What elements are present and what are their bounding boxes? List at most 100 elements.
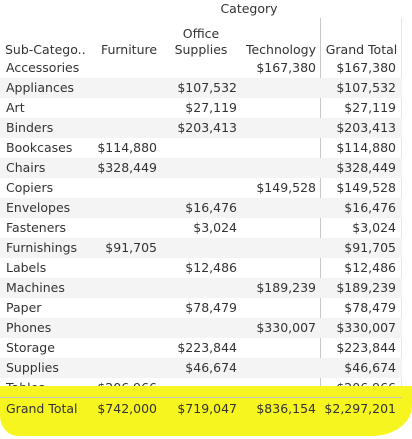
office-supplies-cell[interactable] <box>161 178 237 198</box>
grand-total-cell[interactable]: $46,674 <box>344 360 396 375</box>
subcategory-cell[interactable]: Paper <box>6 300 42 315</box>
office-supplies-cell[interactable]: $3,024 <box>193 220 237 235</box>
subcategory-cell[interactable]: Phones <box>6 320 52 335</box>
technology-cell[interactable] <box>241 118 316 138</box>
office-supplies-cell[interactable] <box>161 158 237 178</box>
technology-cell[interactable] <box>241 238 316 258</box>
technology-cell[interactable]: $330,007 <box>256 320 316 335</box>
furniture-cell[interactable] <box>97 318 157 338</box>
technology-cell[interactable]: $149,528 <box>256 180 316 195</box>
table-row: Storage $223,844 $223,844 <box>0 338 402 358</box>
table-row: Supplies $46,674 $46,674 <box>0 358 402 378</box>
subcategory-cell[interactable]: Envelopes <box>6 200 71 215</box>
table-row: Labels $12,486 $12,486 <box>0 258 402 278</box>
grand-total-cell[interactable]: $114,880 <box>336 140 396 155</box>
grand-total-cell[interactable]: $12,486 <box>344 260 396 275</box>
furniture-cell[interactable] <box>97 58 157 78</box>
column-header-subcategory[interactable]: Sub-Catego.. <box>5 42 86 57</box>
furniture-cell[interactable] <box>97 178 157 198</box>
grand-total-office-supplies[interactable]: $719,047 <box>177 401 237 416</box>
furniture-cell[interactable] <box>97 198 157 218</box>
technology-cell[interactable]: $189,239 <box>256 280 316 295</box>
office-supplies-cell[interactable]: $12,486 <box>185 260 237 275</box>
office-supplies-cell[interactable] <box>161 318 237 338</box>
technology-cell[interactable] <box>241 138 316 158</box>
technology-cell[interactable] <box>241 198 316 218</box>
subcategory-cell[interactable]: Accessories <box>6 60 80 75</box>
grand-total-cell[interactable]: $167,380 <box>336 60 396 75</box>
technology-cell[interactable] <box>241 298 316 318</box>
category-header[interactable]: Category <box>220 1 278 16</box>
grand-total-cell[interactable]: $16,476 <box>344 200 396 215</box>
subcategory-cell[interactable]: Supplies <box>6 360 59 375</box>
subcategory-cell[interactable]: Binders <box>6 120 54 135</box>
office-supplies-cell[interactable]: $223,844 <box>177 340 237 355</box>
grand-total-cell[interactable]: $223,844 <box>336 340 396 355</box>
technology-cell[interactable] <box>241 98 316 118</box>
technology-cell[interactable]: $167,380 <box>256 60 316 75</box>
office-supplies-cell[interactable]: $107,532 <box>177 80 237 95</box>
column-header-furniture[interactable]: Furniture <box>100 42 158 57</box>
furniture-cell[interactable] <box>97 78 157 98</box>
grand-total-cell[interactable]: $3,024 <box>352 220 396 235</box>
office-supplies-cell[interactable]: $78,479 <box>185 300 237 315</box>
office-supplies-cell[interactable]: $46,674 <box>185 360 237 375</box>
furniture-cell[interactable] <box>97 218 157 238</box>
grand-total-cell[interactable]: $149,528 <box>336 180 396 195</box>
office-supplies-cell[interactable]: $16,476 <box>185 200 237 215</box>
furniture-cell[interactable]: $114,880 <box>97 140 157 155</box>
office-supplies-cell[interactable] <box>161 238 237 258</box>
office-supplies-cell[interactable]: $27,119 <box>185 100 237 115</box>
furniture-cell[interactable] <box>97 258 157 278</box>
subcategory-cell[interactable]: Art <box>6 100 25 115</box>
technology-cell[interactable] <box>241 78 316 98</box>
grand-total-technology[interactable]: $836,154 <box>256 401 316 416</box>
grand-total-cell[interactable]: $27,119 <box>344 100 396 115</box>
grand-total-overall[interactable]: $2,297,201 <box>324 401 396 416</box>
table-row: Machines $189,239 $189,239 <box>0 278 402 298</box>
column-header-technology[interactable]: Technology <box>245 42 317 57</box>
office-supplies-line2: Supplies <box>174 42 228 57</box>
subcategory-cell[interactable]: Fasteners <box>6 220 67 235</box>
subcategory-cell[interactable]: Bookcases <box>6 140 73 155</box>
subcategory-cell[interactable]: Furnishings <box>6 240 78 255</box>
office-supplies-cell[interactable] <box>161 138 237 158</box>
grand-total-cell[interactable]: $330,007 <box>336 320 396 335</box>
grand-total-label[interactable]: Grand Total <box>6 401 78 416</box>
technology-cell[interactable] <box>241 218 316 238</box>
subcategory-cell[interactable]: Storage <box>6 340 55 355</box>
furniture-cell[interactable]: $328,449 <box>97 160 157 175</box>
furniture-cell[interactable] <box>97 298 157 318</box>
table-row: Art $27,119 $27,119 <box>0 98 402 118</box>
furniture-cell[interactable] <box>97 338 157 358</box>
grand-total-cell[interactable]: $107,532 <box>336 80 396 95</box>
subcategory-cell[interactable]: Chairs <box>6 160 46 175</box>
subcategory-cell[interactable]: Labels <box>6 260 47 275</box>
furniture-cell[interactable] <box>97 118 157 138</box>
grand-total-furniture[interactable]: $742,000 <box>97 401 157 416</box>
furniture-cell[interactable]: $91,705 <box>105 240 157 255</box>
column-header-office-supplies[interactable]: Office Supplies <box>161 22 241 58</box>
office-supplies-cell[interactable]: $203,413 <box>177 120 237 135</box>
table-row: Appliances $107,532 $107,532 <box>0 78 402 98</box>
grand-total-cell[interactable]: $328,449 <box>336 160 396 175</box>
technology-cell[interactable] <box>241 338 316 358</box>
table-row: Accessories $167,380 $167,380 <box>0 58 402 78</box>
subcategory-cell[interactable]: Machines <box>6 280 65 295</box>
subcategory-cell[interactable]: Copiers <box>6 180 54 195</box>
technology-cell[interactable] <box>241 158 316 178</box>
subcategory-cell[interactable]: Appliances <box>6 80 75 95</box>
office-supplies-cell[interactable] <box>161 278 237 298</box>
grand-total-cell[interactable]: $78,479 <box>344 300 396 315</box>
grand-total-cell[interactable]: $203,413 <box>336 120 396 135</box>
furniture-cell[interactable] <box>97 358 157 378</box>
grand-total-cell[interactable]: $91,705 <box>344 240 396 255</box>
furniture-cell[interactable] <box>97 278 157 298</box>
furniture-cell[interactable] <box>97 98 157 118</box>
technology-cell[interactable] <box>241 258 316 278</box>
grand-total-cell[interactable]: $189,239 <box>336 280 396 295</box>
column-header-grand-total[interactable]: Grand Total <box>325 42 398 57</box>
office-supplies-cell[interactable] <box>161 58 237 78</box>
technology-cell[interactable] <box>241 358 316 378</box>
table-row: Binders $203,413 $203,413 <box>0 118 402 138</box>
